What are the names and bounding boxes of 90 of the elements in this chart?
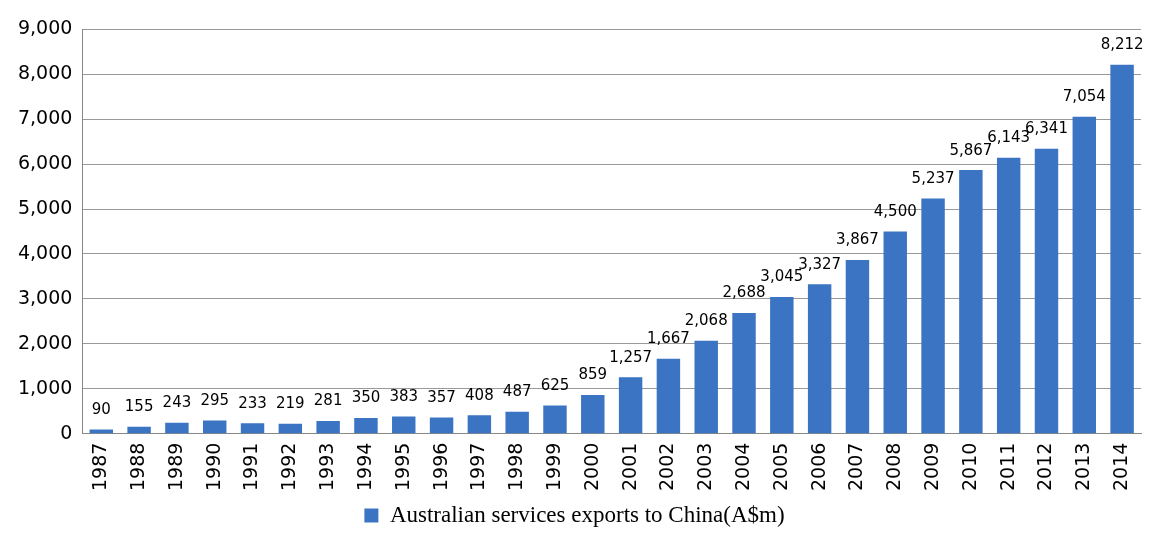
- data-label: 408: [465, 385, 494, 404]
- x-tick-label: 1990: [201, 442, 224, 492]
- x-tick-label: 1993: [315, 442, 338, 492]
- bar: [240, 423, 265, 434]
- data-label: 350: [351, 388, 381, 407]
- x-tick-label: 2008: [882, 442, 905, 492]
- data-label: 487: [502, 382, 532, 401]
- bar: [656, 358, 681, 434]
- legend-label: Australian services exports to China(A$m): [389, 501, 785, 527]
- data-label: 219: [276, 394, 305, 413]
- x-tick-label: 2001: [617, 442, 640, 492]
- data-label: 2,068: [684, 311, 728, 330]
- bar: [392, 416, 416, 434]
- x-tick-label: 1994: [352, 442, 375, 492]
- y-tick-label: 6,000: [17, 151, 73, 174]
- y-tick-label: 8,000: [17, 61, 73, 84]
- bar: [467, 415, 492, 434]
- bar: [543, 405, 567, 434]
- x-tick-label: 1999: [541, 442, 564, 492]
- bar: [618, 377, 643, 434]
- data-label: 295: [200, 390, 230, 409]
- bar: [959, 170, 983, 434]
- data-label: 357: [427, 388, 456, 406]
- x-tick-label: 2011: [995, 442, 1018, 492]
- data-label: 8,212: [1100, 35, 1144, 54]
- bar: [694, 340, 718, 434]
- x-tick-label: 2002: [655, 442, 678, 492]
- bar: [278, 423, 303, 434]
- bar: [1072, 116, 1097, 434]
- bar: [845, 259, 870, 434]
- bar: [354, 417, 378, 434]
- bar: [732, 312, 756, 434]
- x-tick-label: 1992: [277, 442, 300, 492]
- data-label: 1,667: [646, 329, 690, 348]
- data-label: 7,054: [1062, 87, 1106, 106]
- bar: [921, 198, 945, 434]
- bar: [1110, 64, 1134, 434]
- data-label: 383: [389, 386, 419, 405]
- data-label: 3,327: [798, 254, 842, 273]
- data-label: 233: [238, 393, 267, 412]
- bar: [996, 157, 1021, 434]
- bar: [770, 296, 794, 434]
- y-tick-label: 1,000: [17, 375, 73, 398]
- x-tick-label: 1998: [504, 442, 527, 492]
- x-tick-label: 1988: [126, 442, 149, 492]
- bar: [883, 231, 907, 434]
- x-tick-label: 2009: [920, 442, 942, 492]
- bar: [203, 420, 227, 434]
- x-tick-label: 1997: [466, 442, 489, 492]
- x-tick-label: 2010: [957, 442, 980, 492]
- x-tick-label: 2007: [844, 442, 867, 492]
- x-tick-label: 2005: [768, 442, 791, 492]
- y-tick-label: 7,000: [17, 106, 73, 129]
- x-tick-label: 2013: [1071, 442, 1094, 492]
- x-tick-label: 2012: [1033, 442, 1056, 492]
- bar: [1034, 148, 1059, 434]
- bar: [581, 395, 605, 434]
- data-label: 155: [124, 397, 154, 416]
- data-label: 5,237: [911, 168, 955, 187]
- data-label: 859: [578, 365, 608, 384]
- x-tick-label: 1989: [163, 442, 186, 492]
- bar: [807, 284, 832, 434]
- data-label: 1,257: [609, 347, 653, 366]
- data-label: 2,688: [722, 283, 766, 302]
- bar: [127, 426, 151, 434]
- data-label: 243: [162, 393, 192, 412]
- data-label: 90: [91, 399, 111, 418]
- x-tick-label: 1991: [239, 442, 262, 492]
- data-label: 4,500: [873, 201, 917, 220]
- y-tick-label: 0: [60, 420, 73, 443]
- data-label: 3,867: [835, 230, 879, 249]
- y-tick-label: 4,000: [17, 240, 73, 263]
- x-tick-label: 1996: [428, 442, 451, 492]
- bar: [165, 422, 189, 434]
- x-tick-label: 2014: [1109, 442, 1132, 492]
- x-tick-label: 2006: [806, 442, 829, 492]
- data-label: 625: [540, 375, 570, 394]
- y-tick-label: 5,000: [17, 196, 73, 218]
- y-tick-label: 9,000: [17, 16, 73, 39]
- x-tick-label: 2004: [730, 442, 753, 492]
- x-tick-label: 1995: [390, 442, 413, 492]
- bar: [429, 417, 454, 434]
- bar: [316, 421, 340, 434]
- y-tick-label: 3,000: [17, 285, 73, 308]
- x-tick-label: 2000: [579, 442, 602, 492]
- x-tick-label: 2003: [693, 442, 716, 492]
- data-label: 281: [313, 391, 343, 410]
- bar: [505, 411, 529, 434]
- y-tick-label: 2,000: [17, 330, 73, 353]
- x-tick-label: 1987: [88, 442, 111, 492]
